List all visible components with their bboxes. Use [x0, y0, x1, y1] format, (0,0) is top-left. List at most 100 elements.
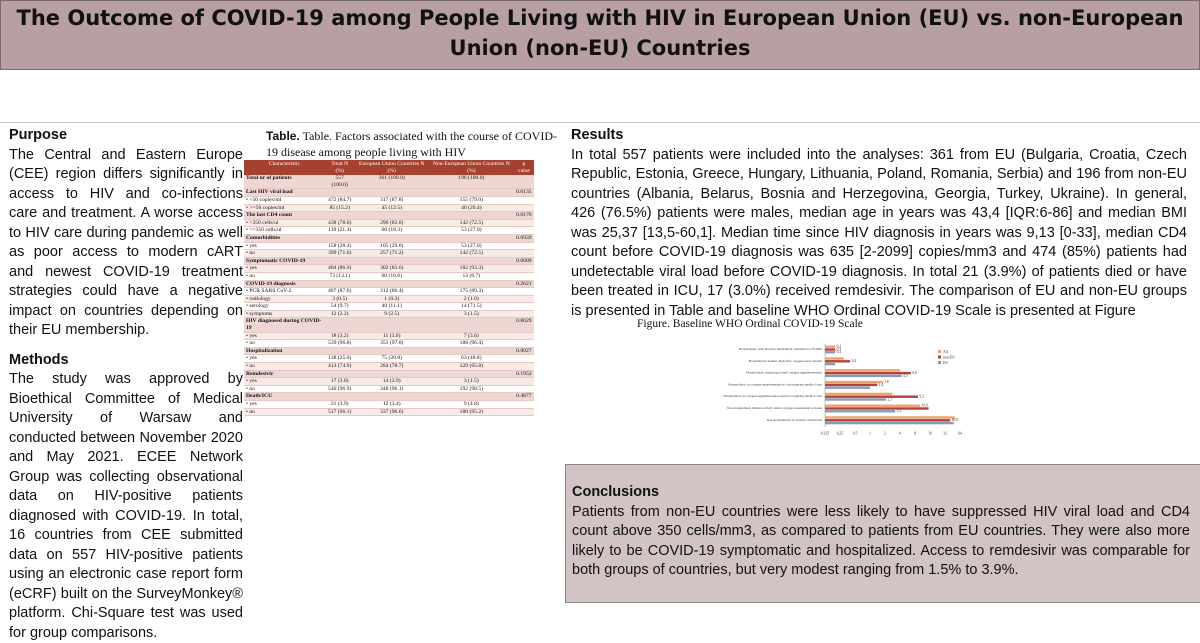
table-cell: [354, 188, 429, 197]
table-cell: 9 (4.8): [428, 400, 514, 409]
table-cell: 105 (29.0): [354, 242, 429, 251]
table-cell: 85 (15.2): [324, 204, 355, 213]
legend-swatch: [938, 350, 941, 353]
table-cell: 0.6939: [513, 234, 534, 243]
data-label: 10,0: [921, 404, 927, 409]
bar-All: [825, 345, 836, 348]
table-cell: [513, 272, 534, 281]
table-cell: 539 (96.8): [324, 339, 355, 348]
table-caption-label: Table.: [266, 129, 300, 143]
data-label: 9,2: [920, 395, 925, 400]
legend-label: All: [943, 350, 948, 354]
table-cell: 142 (72.5): [428, 249, 514, 258]
bar-non-EU: [825, 383, 878, 387]
legend-swatch: [938, 355, 941, 359]
table-cell: 284 (78.7): [354, 362, 429, 371]
table-cell: 9 (2.5): [354, 310, 429, 319]
table-cell: 0.2621: [513, 280, 534, 289]
table-cell: 14 (3.9): [354, 377, 429, 386]
table-cell: [324, 392, 355, 401]
table-row: • no 413 (74.9) 284 (78.7) 129 (65.8): [244, 362, 534, 371]
table-cell: 557 (100.0): [324, 175, 355, 190]
table-cell: [324, 370, 355, 379]
table-cell: 63 (48.8): [428, 354, 514, 364]
category-label: Hospitalized, no oxygen supplementation,…: [728, 382, 822, 387]
table-row: Last HIV viral load 0.0135: [244, 188, 534, 197]
table-cell: [513, 249, 534, 258]
table-cell: [354, 257, 429, 266]
table-cell: 175 (89.3): [428, 287, 514, 296]
table-cell: [428, 280, 514, 289]
table-cell: [513, 354, 534, 364]
table-row: • no 517 (96.1) 337 (96.6) 180 (95.2): [244, 408, 534, 417]
x-tick-label: 2: [884, 432, 886, 436]
table-cell: 155 (79.0): [428, 196, 514, 205]
table-header-cell: p value: [513, 160, 534, 176]
table-cell: [354, 370, 429, 379]
table-cell: [513, 408, 534, 417]
table-cell: [513, 242, 534, 251]
table-cell: • yes: [244, 264, 325, 273]
table-row: • <50 copies/ml 472 (84.7) 317 (87.8) 155 (…: [244, 196, 534, 205]
table-cell: The last CD4 count: [244, 211, 325, 220]
data-label: 3,2: [897, 409, 902, 414]
table-cell: [324, 347, 355, 356]
x-tick-label: 0,125: [821, 432, 830, 437]
table-cell: • yes: [244, 354, 325, 364]
legend-label: EU: [943, 361, 948, 365]
table-cell: • no: [244, 362, 325, 371]
results-table: Characteristic Total N (%) European Union …: [244, 160, 534, 417]
bar-All: [825, 380, 883, 384]
methods-text: The study was approved by Bioethical Com…: [9, 371, 243, 641]
table-cell: 3 (1.5): [428, 377, 514, 386]
table-cell: [428, 211, 514, 220]
bar-All: [825, 392, 893, 396]
table-row: • no 539 (96.8) 351 (97.0) 188 (96.4): [244, 339, 534, 348]
data-label: 0,4: [852, 359, 857, 364]
table-row: • >=50 copies/ml 85 (15.2) 45 (12.5) 40 (20…: [244, 204, 534, 213]
table-cell: 2 (1.0): [428, 295, 514, 304]
table-cell: 3 (0.5): [324, 295, 355, 304]
table-row: Hospitalization 0.0027: [244, 347, 534, 356]
table-cell: 53 (27.0): [428, 242, 514, 251]
table-cell: • serology: [244, 302, 325, 311]
table-cell: 361 (100.0): [354, 175, 429, 190]
table-cell: • yes: [244, 242, 325, 251]
bar-EU: [825, 386, 870, 389]
results-section: Results In total 557 patients were inclu…: [571, 126, 1187, 321]
table-cell: • radiology: [244, 295, 325, 304]
results-text: In total 557 patients were included into…: [571, 146, 1187, 319]
table-cell: 472 (84.7): [324, 196, 355, 205]
table-row: • yes 158 (28.4) 105 (29.0) 53 (27.0): [244, 242, 534, 251]
table-header-cell: Total N (%): [324, 160, 355, 176]
table-cell: [513, 339, 534, 348]
table-cell: 13 (6.7): [428, 272, 514, 281]
category-label: Hospitalized, with invasive mechanical v…: [739, 347, 823, 352]
table-cell: [513, 226, 534, 235]
bar-non-EU: [825, 348, 836, 351]
bar-EU: [825, 398, 887, 401]
table-cell: • no: [244, 272, 325, 281]
table-cell: [513, 302, 534, 311]
table-row: Remdesivir 0.1952: [244, 370, 534, 379]
bar-EU: [825, 362, 836, 366]
data-label: 0,2: [837, 350, 842, 355]
data-label: 1,4: [879, 383, 884, 388]
table-cell: [354, 211, 429, 220]
table-cell: COVID-19 diagnosis: [244, 280, 325, 289]
table-header-cell: European Union Countries N (%): [354, 160, 429, 176]
table-cell: 7 (3.6): [428, 332, 514, 341]
table-cell: 182 (93.3): [428, 264, 514, 273]
table-cell: [513, 287, 534, 296]
x-tick-label: 16: [928, 432, 932, 436]
table-cell: 66 (18.3): [354, 226, 429, 235]
bar-EU: [825, 421, 954, 425]
table-cell: [428, 317, 514, 333]
table-cell: Symptomatic COVID-19: [244, 257, 325, 266]
bar-All: [825, 369, 900, 372]
bar-non-EU: [825, 360, 851, 363]
table-cell: [428, 188, 514, 197]
table-cell: Last HIV viral load: [244, 188, 325, 197]
category-label: Hospitalized, no oxygen supplementation …: [723, 394, 822, 399]
bar-non-EU: [825, 419, 951, 422]
